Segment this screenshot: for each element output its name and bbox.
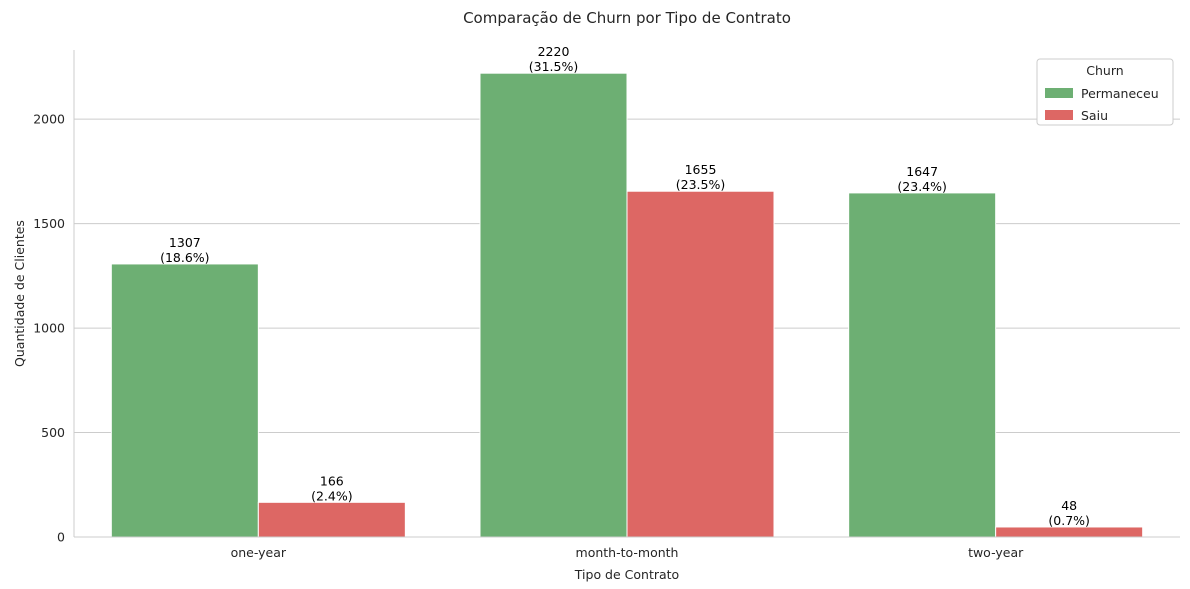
data-label-percent: (2.4%)	[311, 488, 353, 503]
data-label-percent: (23.5%)	[676, 177, 725, 192]
axes: 0 500 1000 1500 2000 one-year month-to-month tw…	[33, 50, 1180, 560]
chart-title: Comparação de Churn por Tipo de Contrato	[463, 9, 791, 27]
bar-saiu-month-to-month	[626, 190, 775, 538]
y-axis-label: Quantidade de Clientes	[12, 220, 27, 367]
legend: Churn Permaneceu Saiu	[1036, 58, 1174, 126]
y-tick-label: 0	[57, 530, 65, 545]
x-tick-label: one-year	[231, 545, 287, 560]
x-tick-label: month-to-month	[576, 545, 679, 560]
data-label-percent: (18.6%)	[160, 250, 209, 265]
legend-swatch-saiu	[1045, 110, 1073, 120]
data-label-value: 2220	[538, 44, 570, 59]
data-label-percent: (23.4%)	[897, 179, 946, 194]
data-label-value: 1655	[685, 162, 717, 177]
y-tick-label: 2000	[33, 112, 65, 127]
data-label-value: 48	[1061, 498, 1077, 513]
data-label-value: 166	[320, 473, 344, 488]
bars	[110, 72, 1144, 538]
bar-saiu-one-year	[257, 501, 406, 538]
legend-box	[1036, 58, 1174, 126]
bar-saiu-two-year	[995, 526, 1144, 538]
legend-swatch-permaneceu	[1045, 88, 1073, 98]
y-tick-label: 1500	[33, 216, 65, 231]
y-tick-label: 1000	[33, 321, 65, 336]
bar-permaneceu-one-year	[110, 263, 259, 538]
data-label-value: 1647	[906, 164, 938, 179]
x-axis-label: Tipo de Contrato	[574, 567, 679, 582]
data-labels: 1307(18.6%) 166(2.4%) 2220(31.5%) 1655(23.5…	[160, 44, 1090, 528]
x-tick-label: two-year	[968, 545, 1024, 560]
bar-permaneceu-two-year	[848, 192, 997, 538]
bar-permaneceu-month-to-month	[479, 72, 628, 538]
data-label-percent: (31.5%)	[529, 59, 578, 74]
y-tick-label: 500	[41, 425, 65, 440]
legend-label-permaneceu: Permaneceu	[1081, 86, 1159, 101]
legend-label-saiu: Saiu	[1081, 108, 1108, 123]
data-label-percent: (0.7%)	[1048, 513, 1090, 528]
legend-title: Churn	[1086, 63, 1123, 78]
data-label-value: 1307	[169, 235, 201, 250]
legend-items: Permaneceu Saiu	[1045, 86, 1159, 123]
